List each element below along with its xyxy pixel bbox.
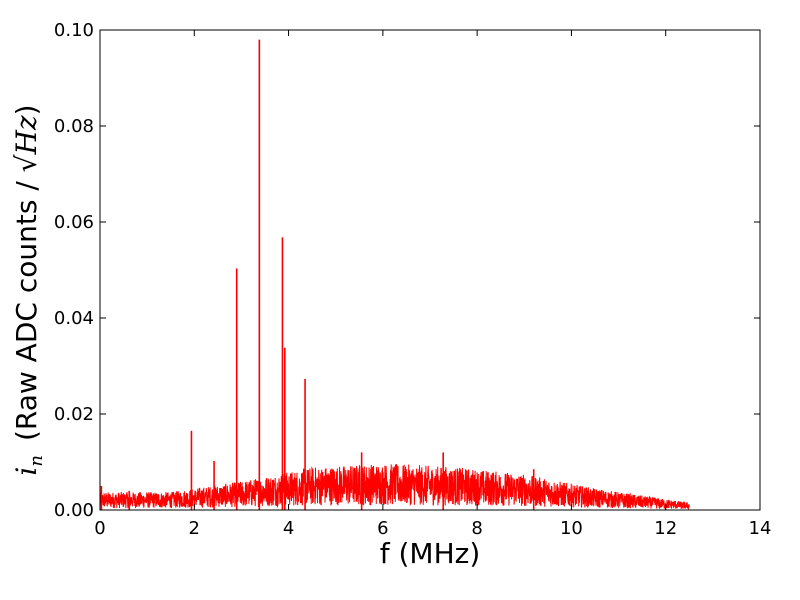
series-line <box>99 463 690 511</box>
x-tick-label: 6 <box>377 518 388 539</box>
y-axis-close: ) <box>10 104 43 115</box>
y-axis-unit: Hz <box>10 115 43 155</box>
y-tick-label: 0.02 <box>54 404 94 425</box>
x-tick-label: 4 <box>283 518 294 539</box>
x-tick-label: 14 <box>749 518 772 539</box>
y-tick-label: 0.04 <box>54 308 94 329</box>
y-axis-subscript: n <box>26 455 47 467</box>
x-axis-label: f (MHz) <box>380 537 481 570</box>
axes-frame <box>99 29 761 511</box>
y-tick-label: 0.06 <box>54 212 94 233</box>
y-tick-label: 0.00 <box>54 500 94 521</box>
y-tick-label: 0.10 <box>54 20 94 41</box>
x-tick-label: 10 <box>560 518 583 539</box>
x-tick-label: 2 <box>189 518 200 539</box>
y-axis-label: in (Raw ADC counts / √Hz) <box>10 104 47 475</box>
y-tick-label: 0.08 <box>54 116 94 137</box>
y-axis-symbol: i <box>10 467 43 476</box>
x-tick-label: 0 <box>94 518 105 539</box>
plot-area <box>99 39 690 511</box>
tick-labels: 0 2 4 6 8 10 12 14 0.00 0.02 0.04 0.06 0.08 0.10 <box>54 20 772 539</box>
y-axis-text: (Raw ADC counts / <box>10 172 43 441</box>
y-axis-sqrt: √ <box>10 154 43 172</box>
x-tick-label: 12 <box>654 518 677 539</box>
x-tick-label: 8 <box>471 518 482 539</box>
